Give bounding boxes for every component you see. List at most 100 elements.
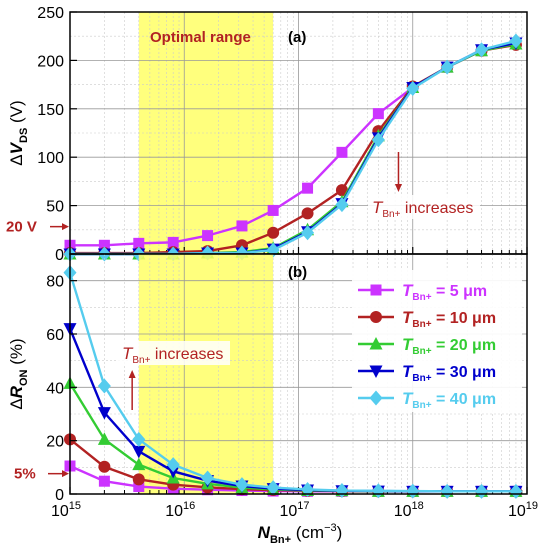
panel-b-y-ticks: 0 20 40 60 80 [46,274,77,504]
panel-a-series-0-point [302,182,314,194]
panel-b-series-4-point [266,480,280,496]
x-tick-label: 1016 [165,500,195,520]
panel-b-series-4-point [235,477,249,493]
panel-b-series [63,265,523,499]
x-tick-label: 1017 [279,500,309,520]
panel-a-y-label-text-unit: (V) [7,100,26,127]
legend-swatch-marker [370,284,382,296]
x-label-unit-close: ) [337,523,343,542]
panel-a-series-0-point [372,108,384,120]
panel-b-y-tick-label: 0 [55,487,64,504]
x-tick-label: 1015 [51,500,81,520]
panel-a-series-4-point [371,132,385,148]
panel-b-optimal-range-shade [138,254,274,494]
x-label-unit: (cm [291,523,324,542]
legend-value: = 40 μm [432,391,497,408]
panel-b-y-tick-label: 20 [46,434,64,451]
panel-b-series-0-point [133,481,145,493]
panel-a-annotation-bg [368,195,480,219]
panel-a-series-0-point [202,230,214,242]
panel-b-series-4-point [301,481,315,497]
panel-b-annotation-bg [118,341,230,365]
panel-b-series-4-point [97,378,111,394]
x-tick-label: 1018 [394,500,424,520]
panel-a-y-tick-label: 200 [37,53,64,70]
panel-b-frame [69,253,528,495]
legend-entry-4: TBn+ = 40 μm [402,389,496,411]
panel-b-y-tick-label: 40 [46,380,64,397]
legend-entry-1: TBn+ = 10 μm [402,308,496,330]
panel-b-annotation-label-subscript: Bn+ [132,355,150,366]
panel-b-series-4-point [509,483,523,499]
panel-a-series-4-point [201,245,215,261]
panel-b-5pct-marker: 5% [14,466,69,483]
x-tick-exponent: 17 [297,500,309,512]
x-tick-base: 10 [508,503,526,520]
x-tick-exponent: 16 [183,500,195,512]
x-tick-label: 1019 [508,500,538,520]
panel-b-y-label-text: ΔRON (%) [7,338,30,409]
panel-b-annotation-arrowhead [128,370,136,378]
legend-symbol: T [402,362,414,381]
panel-a-marker-text: 20 V [6,219,37,236]
panel-a-annotation-label-text: increases [400,200,473,217]
panel-b-series-2-point [132,457,146,471]
panel-b-marker-text: 5% [14,466,36,483]
panel-a-series-0-point [98,239,110,251]
panel-b-y-label-text-prefix: Δ [7,398,26,409]
panel-b-y-label-text-symbol: R [7,385,26,398]
panel-b-series-4-point [475,483,489,499]
optimal-range-label: Optimal range [150,29,251,46]
panel-a-annotation-arrowhead [394,184,402,192]
panel-b-marker-arrowhead [62,470,69,478]
legend-subscript: Bn+ [412,373,431,384]
panel-a-series-0-point [167,236,179,248]
panel-b-series-0-point [98,475,110,487]
panel-b-series-1-point [132,473,145,486]
panel-a-annotation-label: TBn+ increases [372,198,473,220]
x-label-text: NBn+ (cm−3) [258,522,343,546]
panel-b-shade-rect [138,254,274,494]
panel-a-series-4-point [475,42,489,58]
panel-a-y-tick-label: 0 [55,247,64,264]
panel-a-label: (a) [288,29,306,46]
panel-a-series-4-point [335,197,349,213]
legend-subscript: Bn+ [412,346,431,357]
panel-a-series-4-point [406,80,420,96]
panel-b-series-4-point [440,483,454,499]
panel-a-series-4-point [440,59,454,75]
x-tick-base: 10 [51,503,69,520]
legend-subscript: Bn+ [412,319,431,330]
panel-a-y-label-text-symbol: V [7,141,26,154]
panel-b-y-label-text-subscript: ON [18,369,30,386]
panel-b-annotation-label-symbol: T [122,344,134,363]
panel-b-series-2-point [97,432,111,445]
panel-a-y-tick-label: 50 [46,199,64,216]
x-label-subscript: Bn+ [270,534,291,546]
x-tick-labels: 1015 1016 1017 1018 1019 [51,500,538,520]
legend-subscript: Bn+ [412,292,431,303]
panel-a-series-0-point [267,204,279,216]
panel-a-series-4-point [235,245,249,261]
panel-b-annotation: TBn+ increases [118,341,230,410]
panel-b-annotation-label-text: increases [150,346,223,363]
panel-a-annotation-label-subscript: Bn+ [382,209,400,220]
x-tick-base: 10 [165,503,183,520]
panel-a-series-4-point [509,33,523,49]
panel-a-series-0-point [336,146,348,158]
panel-b-y-tick-label: 60 [46,327,64,344]
legend-subscript: Bn+ [412,400,431,411]
legend-symbol: T [402,281,414,300]
legend-entry-2: TBn+ = 20 μm [402,335,496,357]
panel-a-series [63,33,523,262]
legend-swatch-marker [369,337,383,350]
panel-b-series-4-point [132,431,146,447]
panel-b-y-axis-label: ΔRON (%) [7,338,30,409]
x-label-symbol: N [258,523,271,542]
panel-b-series-3-point [97,407,111,420]
x-tick-base: 10 [394,503,412,520]
panel-b-y-tick-label: 80 [46,274,64,291]
x-label-unit-exponent: −3 [324,522,337,534]
panel-a-series-1-point [267,226,280,239]
